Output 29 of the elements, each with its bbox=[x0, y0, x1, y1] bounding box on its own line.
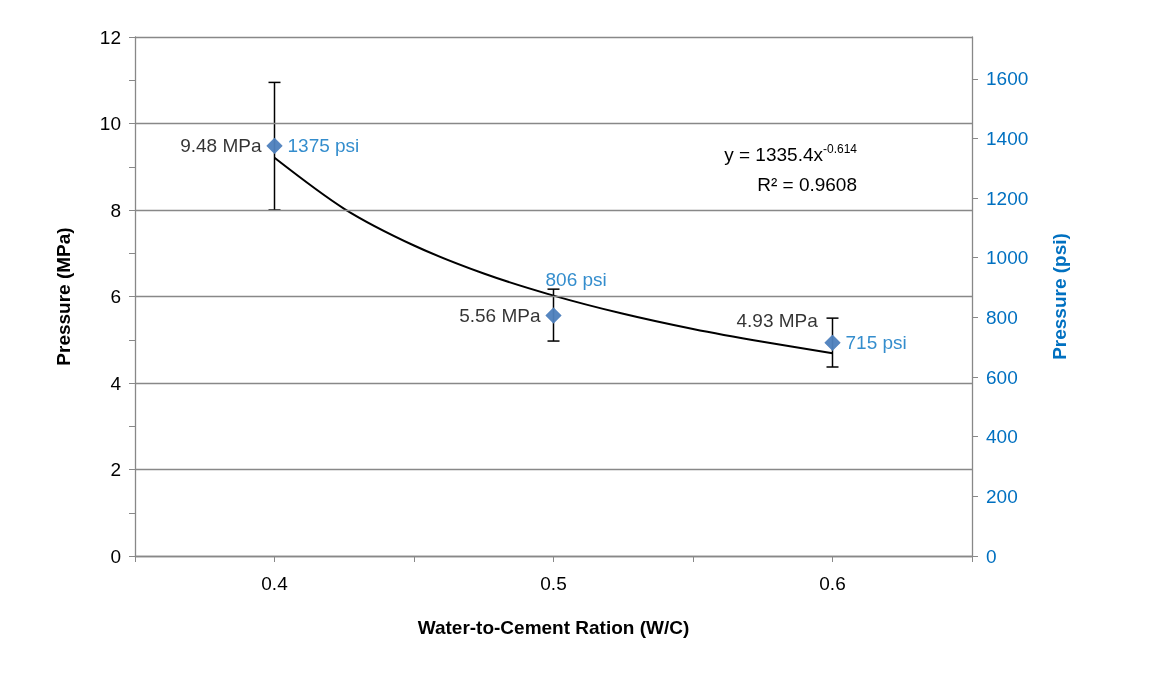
y-tick-label: 12 bbox=[99, 26, 121, 48]
y2-tick-label: 800 bbox=[986, 306, 1018, 328]
y2-tick-label: 0 bbox=[986, 545, 997, 567]
x-tick-label: 0.5 bbox=[540, 573, 567, 594]
annotation: R² = 0.9608 bbox=[757, 174, 858, 195]
y-tick-label: 4 bbox=[110, 372, 122, 394]
y-tick-label: 8 bbox=[110, 199, 121, 221]
data-label: 4.93 MPa bbox=[736, 309, 819, 331]
y2-tick-label: 600 bbox=[986, 366, 1018, 388]
data-label: 806 psi bbox=[545, 268, 607, 290]
y2-tick-label: 200 bbox=[986, 485, 1018, 507]
data-label: 9.48 MPa bbox=[180, 135, 262, 157]
y-tick-label: 6 bbox=[110, 286, 121, 307]
x-tick-label: 0.4 bbox=[261, 573, 289, 594]
y2-tick-label: 1200 bbox=[986, 187, 1029, 209]
y2-tick-label: 1600 bbox=[986, 68, 1029, 90]
y-tick-label: 2 bbox=[110, 459, 121, 480]
y2-axis-title: Pressure (psi) bbox=[1049, 233, 1070, 360]
x-axis-title: Water-to-Cement Ration (W/C) bbox=[417, 617, 690, 638]
y-tick-label: 10 bbox=[99, 113, 121, 134]
y2-tick-label: 1400 bbox=[986, 127, 1029, 149]
data-label: 715 psi bbox=[845, 332, 907, 354]
y-tick-label: 0 bbox=[110, 545, 121, 567]
y2-tick-label: 400 bbox=[986, 426, 1018, 448]
data-label: 1375 psi bbox=[287, 135, 360, 157]
data-label: 5.56 MPa bbox=[459, 305, 541, 327]
x-tick-label: 0.6 bbox=[819, 573, 846, 594]
y2-tick-label: 1000 bbox=[986, 247, 1029, 269]
y-axis-title: Pressure (MPa) bbox=[53, 227, 74, 366]
